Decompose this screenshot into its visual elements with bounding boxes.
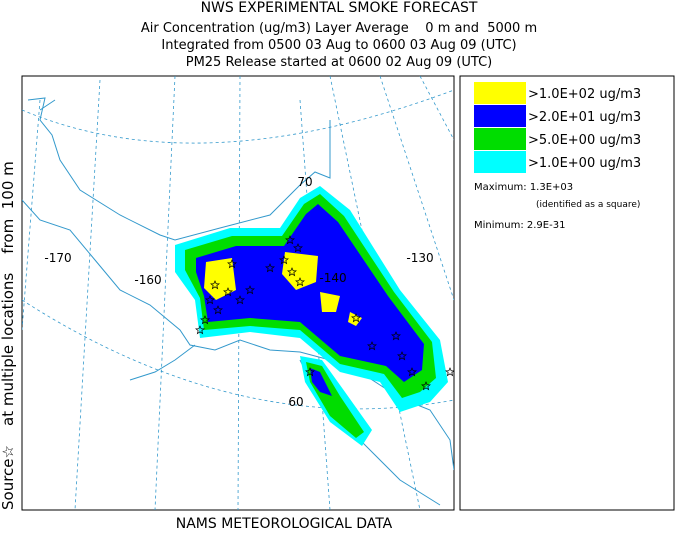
minimum: Minimum: 2.9E-31: [474, 220, 565, 231]
legend-label: >5.0E+00 ug/m3: [528, 133, 641, 148]
map-label: -160: [134, 273, 161, 287]
legend-label: >1.0E+02 ug/m3: [528, 87, 641, 102]
subtitle: Air Concentration (ug/m3) Layer Average …: [141, 21, 537, 36]
map-label: -130: [406, 251, 433, 265]
legend-swatch: [474, 82, 526, 104]
legend-swatch: [474, 105, 526, 127]
subtitle: Integrated from 0500 03 Aug to 0600 03 A…: [161, 38, 516, 53]
side-label: Source☆ at multiple locations from 100 m: [0, 161, 17, 510]
map-label: 60: [288, 395, 303, 409]
legend-label: >1.0E+00 ug/m3: [528, 156, 641, 171]
maximum: Maximum: 1.3E+03: [474, 182, 573, 193]
legend: Maximum: 1.3E+03 (identified as a square…: [459, 75, 675, 511]
legend-swatch: [474, 151, 526, 173]
map-label: -170: [44, 251, 71, 265]
title: NWS EXPERIMENTAL SMOKE FORECAST: [201, 0, 478, 16]
footer: NAMS METEOROLOGICAL DATA: [176, 516, 393, 532]
maximum-note: (identified as a square): [536, 200, 640, 210]
subtitle: PM25 Release started at 0600 02 Aug 09 (…: [186, 55, 493, 70]
map-label: 70: [297, 175, 312, 189]
legend-swatch: [474, 128, 526, 150]
legend-label: >2.0E+01 ug/m3: [528, 110, 641, 125]
map-label: -140: [319, 271, 346, 285]
map: -170 -160 -140 -130 70 60: [21, 75, 455, 511]
